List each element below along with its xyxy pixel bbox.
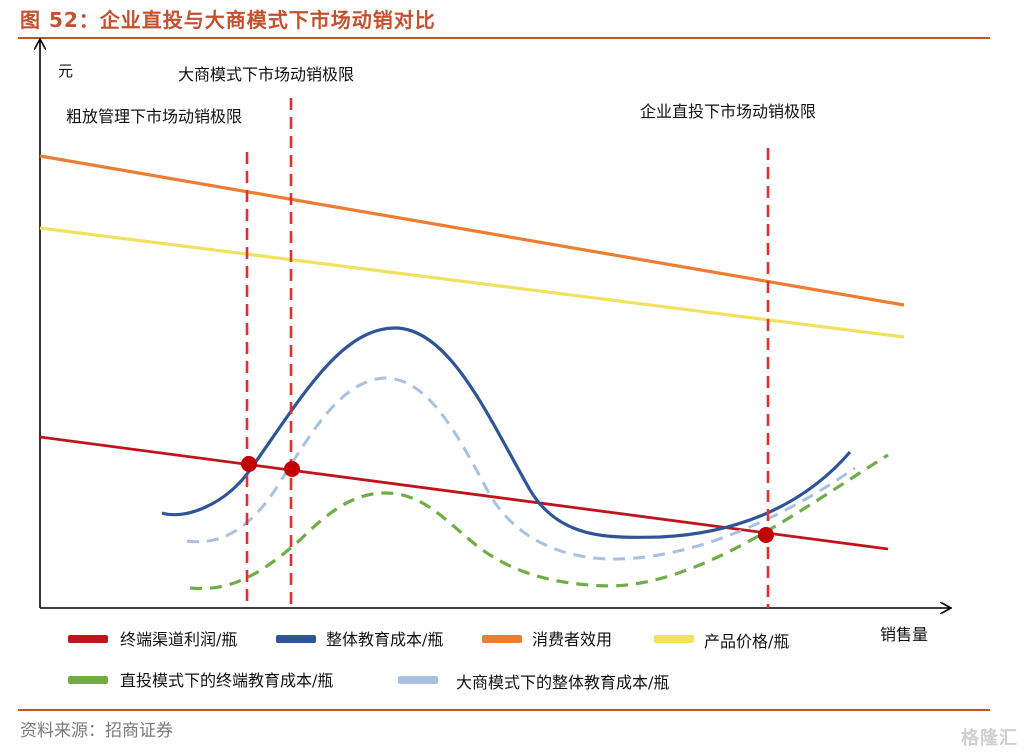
direct-limit-label: 企业直投下市场动销极限 [640,102,816,121]
legend-swatch-overall-education [276,635,316,643]
big-dealer-intersection-dot [284,461,300,477]
legend-label-big-dealer-education: 大商模式下的整体教育成本/瓶 [456,673,669,692]
direct-intersection-dot [758,527,774,543]
legend-label-direct-terminal-education: 直投模式下的终端教育成本/瓶 [120,671,333,690]
legend-swatch-consumer-utility [482,635,522,643]
legend-swatch-terminal-profit [68,635,108,643]
legend-swatch-direct-terminal-education [68,676,108,684]
overall-education-cost-curve [161,326,852,539]
x-axis-label: 销售量 [880,625,928,644]
crude-intersection-dot [241,456,257,472]
watermark-logo: 格隆汇 [961,728,1018,749]
legend-label-product-price: 产品价格/瓶 [704,632,789,651]
figure-title: 图 52：企业直投与大商模式下市场动销对比 [20,8,436,32]
y-axis-label: 元 [58,62,73,80]
legend-label-overall-education: 整体教育成本/瓶 [326,630,443,649]
crude-limit-label: 粗放管理下市场动销极限 [66,107,242,126]
legend-swatch-big-dealer-education [398,676,438,684]
terminal-profit-line [39,435,889,551]
legend-label-consumer-utility: 消费者效用 [532,630,612,649]
consumer-utility-line [39,154,905,307]
title-divider [18,37,990,39]
big-dealer-limit-label: 大商模式下市场动销极限 [178,65,354,84]
legend-swatch-product-price [654,635,694,643]
source-note: 资料来源：招商证券 [20,721,173,741]
source-divider [18,709,990,711]
legend: 终端渠道利润/瓶 整体教育成本/瓶 消费者效用 产品价格/瓶 直投模式下的终端教… [68,630,789,692]
product-price-line [39,226,905,339]
direct-terminal-education-cost-curve [189,453,889,591]
legend-label-terminal-profit: 终端渠道利润/瓶 [120,630,237,649]
big-dealer-education-cost-curve [186,376,856,561]
